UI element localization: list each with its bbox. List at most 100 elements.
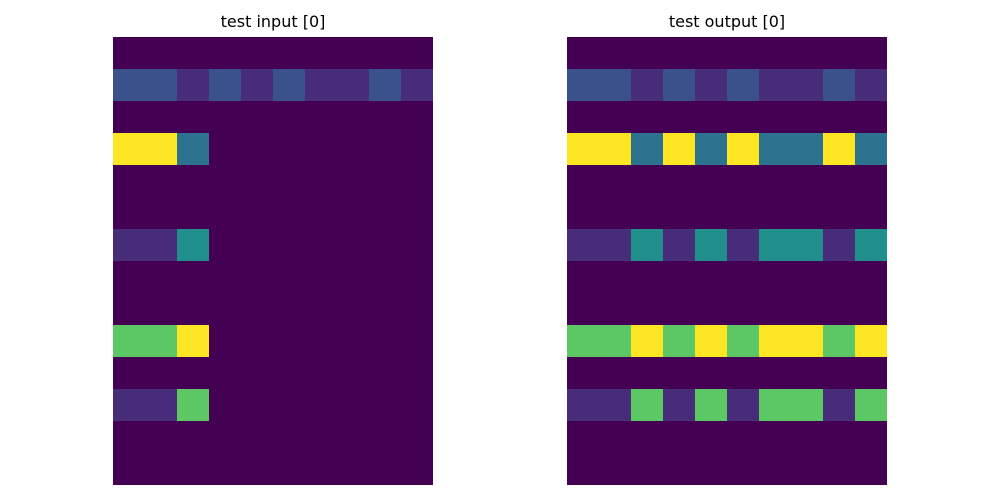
cell-r13-c9 [401,453,433,485]
cell-r5-c4 [241,197,273,229]
cell-r11-c1 [145,389,177,421]
cell-r0-c0 [567,37,599,69]
cell-r9-c0 [567,325,599,357]
cell-r0-c2 [631,37,663,69]
cell-r5-c0 [567,197,599,229]
cell-r2-c5 [273,101,305,133]
cell-r4-c1 [145,165,177,197]
cell-r1-c5 [727,69,759,101]
cell-r1-c8 [369,69,401,101]
cell-r7-c4 [695,261,727,293]
cell-r13-c5 [273,453,305,485]
cell-r0-c7 [337,37,369,69]
cell-r5-c3 [209,197,241,229]
cell-r10-c6 [305,357,337,389]
cell-r10-c6 [759,357,791,389]
cell-r1-c8 [823,69,855,101]
cell-r10-c7 [337,357,369,389]
cell-r11-c7 [791,389,823,421]
cell-r5-c8 [369,197,401,229]
cell-r2-c8 [823,101,855,133]
cell-r9-c7 [337,325,369,357]
cell-r13-c7 [337,453,369,485]
cell-r7-c7 [337,261,369,293]
cell-r0-c7 [791,37,823,69]
cell-r8-c4 [241,293,273,325]
cell-r11-c6 [305,389,337,421]
cell-r4-c2 [631,165,663,197]
cell-r6-c7 [791,229,823,261]
cell-r3-c1 [599,133,631,165]
cell-r3-c9 [401,133,433,165]
cell-r12-c6 [759,421,791,453]
cell-r8-c0 [567,293,599,325]
cell-r11-c9 [401,389,433,421]
cell-r6-c2 [631,229,663,261]
cell-r7-c2 [177,261,209,293]
cell-r13-c3 [209,453,241,485]
cell-r1-c4 [241,69,273,101]
cell-r3-c3 [209,133,241,165]
cell-r2-c6 [759,101,791,133]
cell-r11-c7 [337,389,369,421]
cell-r2-c0 [113,101,145,133]
cell-r5-c2 [631,197,663,229]
cell-r11-c5 [727,389,759,421]
cell-r6-c9 [401,229,433,261]
cell-r13-c0 [567,453,599,485]
cell-r12-c2 [177,421,209,453]
cell-r4-c9 [401,165,433,197]
cell-r8-c2 [631,293,663,325]
cell-r1-c9 [855,69,887,101]
cell-r6-c4 [695,229,727,261]
cell-r11-c0 [113,389,145,421]
cell-r13-c6 [305,453,337,485]
cell-r5-c1 [145,197,177,229]
cell-r13-c8 [823,453,855,485]
cell-r9-c2 [177,325,209,357]
cell-r4-c3 [209,165,241,197]
cell-r12-c9 [855,421,887,453]
cell-r0-c1 [145,37,177,69]
cell-r2-c9 [855,101,887,133]
cell-r8-c0 [113,293,145,325]
cell-r10-c2 [177,357,209,389]
cell-r7-c9 [855,261,887,293]
heatmap-input [113,37,433,485]
cell-r9-c0 [113,325,145,357]
cell-r4-c5 [273,165,305,197]
cell-r3-c2 [631,133,663,165]
cell-r10-c5 [273,357,305,389]
output-panel: test output [0] [567,0,887,500]
cell-r2-c7 [337,101,369,133]
heatmap-output [567,37,887,485]
cell-r0-c6 [759,37,791,69]
cell-r2-c3 [209,101,241,133]
cell-r13-c1 [599,453,631,485]
cell-r13-c3 [663,453,695,485]
cell-r1-c2 [631,69,663,101]
cell-r8-c7 [791,293,823,325]
cell-r10-c0 [113,357,145,389]
cell-r4-c0 [567,165,599,197]
cell-r11-c9 [855,389,887,421]
cell-r7-c3 [663,261,695,293]
cell-r8-c9 [401,293,433,325]
cell-r0-c2 [177,37,209,69]
cell-r12-c1 [599,421,631,453]
cell-r12-c1 [145,421,177,453]
cell-r1-c3 [663,69,695,101]
cell-r8-c9 [855,293,887,325]
cell-r4-c8 [369,165,401,197]
cell-r5-c2 [177,197,209,229]
cell-r7-c1 [599,261,631,293]
cell-r7-c5 [727,261,759,293]
cell-r3-c7 [791,133,823,165]
cell-r3-c9 [855,133,887,165]
cell-r5-c4 [695,197,727,229]
cell-r10-c1 [145,357,177,389]
cell-r2-c5 [727,101,759,133]
cell-r9-c1 [145,325,177,357]
cell-r11-c5 [273,389,305,421]
cell-r10-c8 [369,357,401,389]
